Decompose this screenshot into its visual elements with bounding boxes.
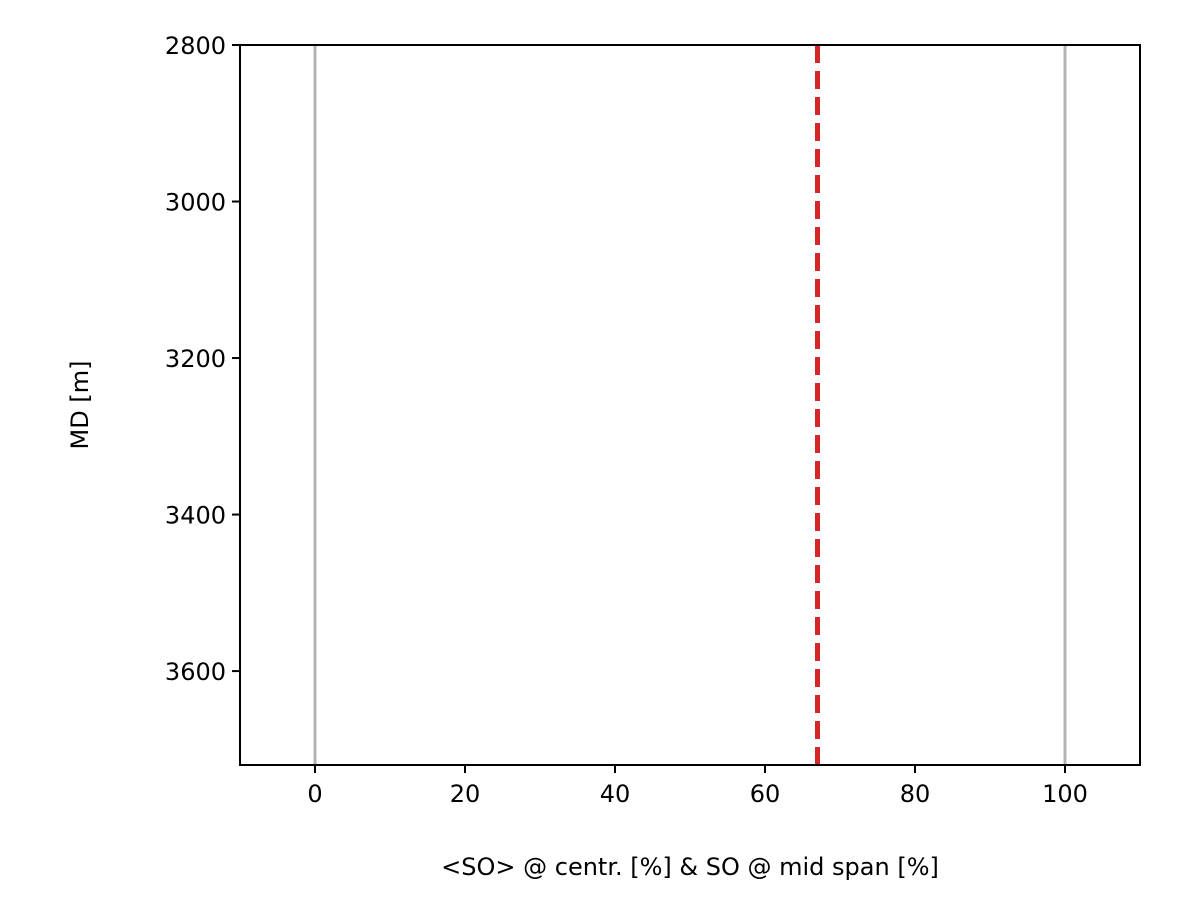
y-tick-label: 3600 <box>165 658 226 686</box>
y-axis-label: MD [m] <box>66 361 94 450</box>
y-tick-label: 2800 <box>165 32 226 60</box>
x-tick-label: 40 <box>600 780 631 808</box>
axes-frame <box>239 44 1141 766</box>
x-tick-label: 60 <box>750 780 781 808</box>
x-tick-label: 0 <box>307 780 322 808</box>
x-axis-label: <SO> @ centr. [%] & SO @ mid span [%] <box>441 853 939 881</box>
plot-area <box>313 45 1067 765</box>
x-tick-label: 100 <box>1042 780 1088 808</box>
axis-ticks: 0 20 40 60 80 100 2800 3000 3200 3400 3600 <box>165 32 1088 808</box>
y-tick-label: 3000 <box>165 189 226 217</box>
y-tick-label: 3200 <box>165 345 226 373</box>
x-tick-label: 20 <box>450 780 481 808</box>
y-tick-label: 3400 <box>165 502 226 530</box>
x-tick-label: 80 <box>900 780 931 808</box>
